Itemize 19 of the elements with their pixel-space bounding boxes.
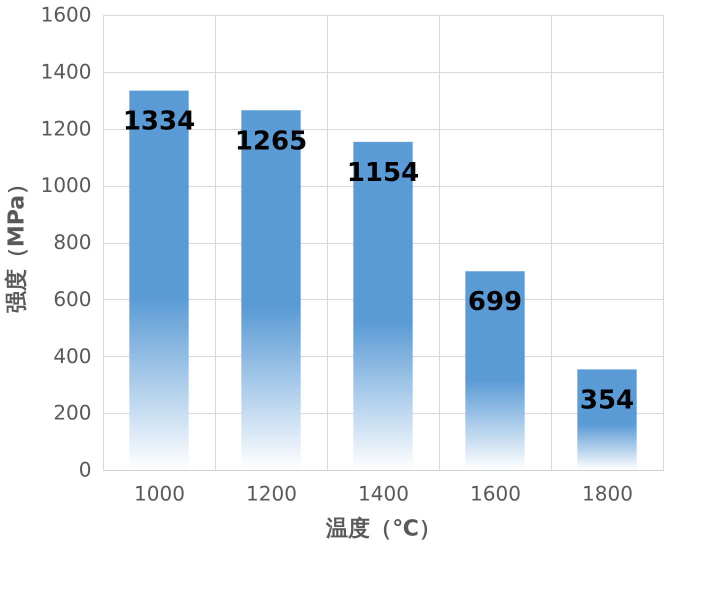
x-tick-label: 1800 xyxy=(582,482,633,506)
x-tick-label: 1400 xyxy=(358,482,409,506)
bar xyxy=(577,369,637,470)
x-tick-label: 1000 xyxy=(134,482,185,506)
x-tick-label: 1600 xyxy=(470,482,521,506)
x-axis-title: 温度（℃） xyxy=(325,516,441,542)
y-tick-label: 0 xyxy=(78,458,92,482)
data-label: 354 xyxy=(580,385,634,416)
y-tick-label: 600 xyxy=(53,286,92,311)
y-tick-label: 400 xyxy=(53,344,92,368)
y-tick-label: 200 xyxy=(53,400,92,425)
y-tick-label: 800 xyxy=(53,230,92,254)
y-tick-label: 1200 xyxy=(40,116,92,140)
x-tick-label: 1200 xyxy=(246,482,297,506)
y-tick-label: 1400 xyxy=(40,59,92,84)
y-tick-label: 1600 xyxy=(40,2,92,26)
y-axis-title: 强度（MPa） xyxy=(4,172,30,314)
y-tick-label: 1000 xyxy=(40,173,92,198)
data-label: 699 xyxy=(468,287,522,318)
